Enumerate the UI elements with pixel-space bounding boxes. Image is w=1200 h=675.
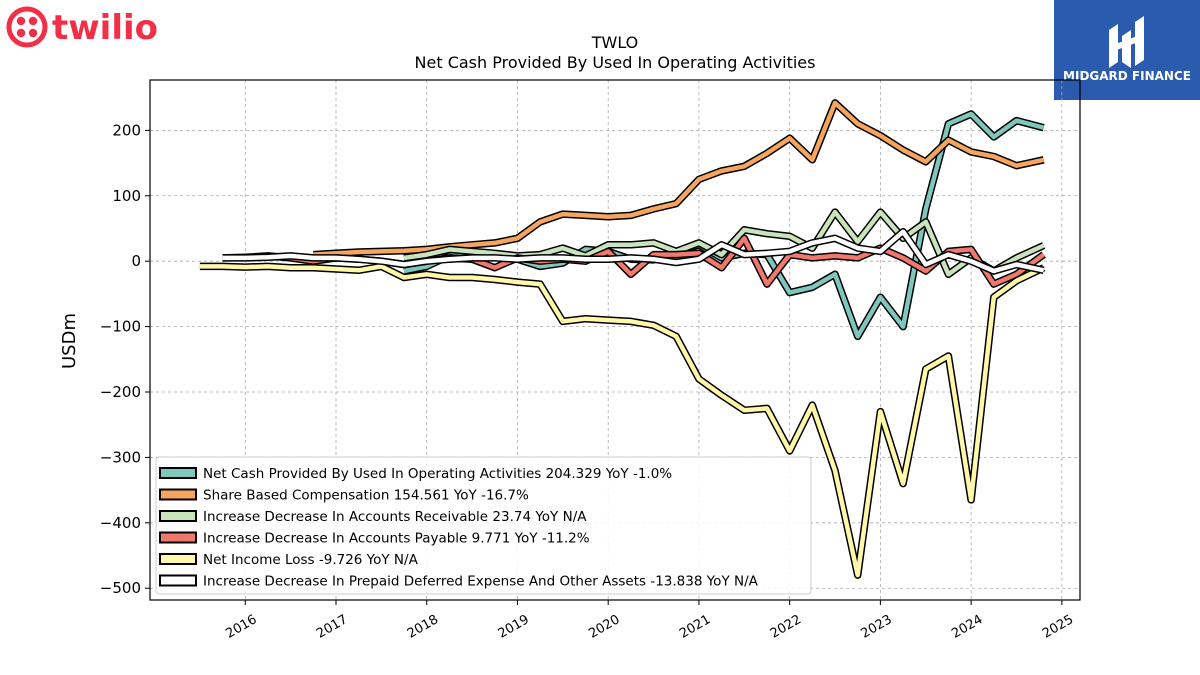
legend-entry-label: Increase Decrease In Prepaid Deferred Ex… [203,574,759,590]
x-tick-label: 2016 [223,612,259,642]
legend-swatch [159,531,197,544]
x-tick-label: 2024 [949,612,985,642]
twilio-logo-mark [6,6,48,48]
legend-entry-label: Net Income Loss -9.726 YoY N/A [203,552,419,568]
y-tick-label: −400 [100,514,141,532]
x-tick-label: 2023 [859,612,895,642]
chart-title: TWLO [591,33,639,52]
x-tick-label: 2019 [496,612,532,642]
series-line [199,264,1045,578]
legend: Net Cash Provided By Used In Operating A… [155,456,812,595]
series-line [403,111,1045,339]
twilio-logo-wordmark: twilio [52,8,158,48]
x-tick-label: 2025 [1040,612,1076,642]
twilio-logo-dot [16,16,26,26]
legend-swatch [159,553,197,565]
midgard-logo-mark [1109,16,1144,68]
series-line [313,100,1045,257]
x-tick-label: 2020 [586,612,622,642]
legend-swatch [159,488,197,501]
y-tick-label: 100 [112,187,141,205]
plot-frame [149,79,1081,601]
x-tick-label: 2018 [405,612,441,642]
y-tick-label: −100 [100,318,141,336]
twilio-logo: twilio [6,6,158,48]
legend-entry-label: Increase Decrease In Accounts Receivable… [203,509,587,525]
x-tick-label: 2022 [768,612,804,642]
legend-swatch [159,510,197,522]
series-line [222,229,1045,274]
twilio-logo-dot [16,28,26,38]
series-lines [199,99,1046,579]
y-tick-label: 200 [112,121,141,139]
legend-entry-label: Net Cash Provided By Used In Operating A… [203,466,672,482]
x-tick-label: 2021 [677,612,713,642]
legend-entry-label: Share Based Compensation 154.561 YoY -16… [203,488,529,504]
twilio-logo-dot [28,28,38,38]
legend-swatch [159,467,197,479]
midgard-logo-wordmark: MIDGARD FINANCE [1063,69,1191,83]
legend-swatch [159,574,197,587]
y-tick-label: −200 [100,383,141,401]
x-tick-label: 2017 [314,612,350,642]
series-line-outline [403,110,1045,341]
legend-entry-label: Increase Decrease In Accounts Payable 9.… [203,531,590,547]
legend-box [155,456,812,595]
midgard-finance-logo: MIDGARD FINANCE [1054,0,1200,100]
y-axis-label: USDm [59,313,80,369]
y-tick-label: −500 [100,579,141,597]
chart-subtitle: Net Cash Provided By Used In Operating A… [415,53,816,72]
y-tick-label: 0 [131,252,141,270]
twilio-logo-dot [28,16,38,26]
y-tick-label: −300 [100,448,141,466]
